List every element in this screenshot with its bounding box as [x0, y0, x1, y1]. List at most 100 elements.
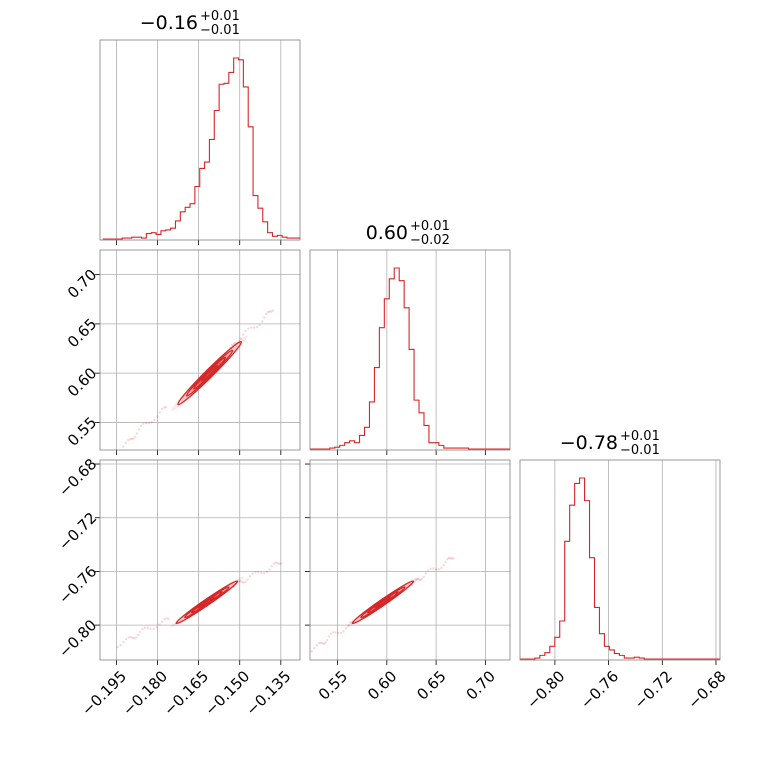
x-tick-label: −0.135	[242, 667, 294, 719]
sample-point	[414, 578, 417, 581]
contour-group	[119, 309, 275, 450]
sample-point	[434, 567, 438, 571]
sample-point	[232, 342, 236, 345]
contour-line	[175, 580, 239, 625]
sample-point	[254, 570, 257, 574]
sample-point	[270, 565, 274, 568]
x-tick-label: −0.80	[523, 667, 568, 712]
sample-point	[163, 406, 166, 409]
histogram-0	[102, 57, 301, 240]
sample-point	[272, 562, 276, 565]
panel-border	[99, 459, 301, 661]
sample-point	[349, 621, 352, 624]
panel-2-1	[305, 459, 511, 665]
sample-point	[339, 631, 343, 635]
sample-point	[239, 337, 243, 340]
sample-point	[325, 638, 329, 642]
y-tick-label: −0.72	[55, 509, 100, 554]
title-2: −0.78 +0.01−0.01	[560, 429, 660, 458]
x-tick-label: −0.76	[577, 667, 622, 712]
x-tick-label: 0.70	[463, 667, 499, 703]
panel-background	[100, 40, 300, 240]
contour-line	[185, 349, 234, 397]
sample-point	[420, 577, 424, 581]
panel-background	[100, 460, 300, 660]
sample-point	[449, 556, 452, 560]
sample-point	[129, 635, 133, 639]
sample-point	[442, 564, 445, 567]
sample-point	[429, 567, 432, 570]
y-tick-label: −0.76	[55, 562, 100, 607]
title-plus: +0.01	[410, 219, 450, 234]
density-band	[198, 362, 221, 385]
sample-point	[130, 437, 134, 441]
sample-point	[122, 640, 125, 644]
panel-border	[519, 459, 721, 661]
sample-point	[426, 569, 430, 572]
sample-point	[447, 556, 451, 560]
sample-point	[419, 578, 422, 582]
sample-point	[437, 568, 441, 571]
sample-point	[143, 626, 147, 630]
sample-point	[444, 560, 447, 564]
panel-border	[309, 249, 511, 451]
sample-point	[135, 636, 138, 639]
sample-point	[129, 437, 132, 441]
sample-point	[336, 631, 340, 635]
sample-point	[263, 572, 266, 575]
sample-point	[452, 557, 455, 560]
sample-point	[324, 641, 327, 644]
sample-point	[263, 316, 266, 319]
sample-point	[146, 626, 149, 630]
contour-line	[200, 364, 219, 382]
contour-line	[183, 586, 230, 619]
sample-point	[446, 557, 449, 561]
panel-2-2	[519, 459, 721, 665]
sample-point	[247, 327, 250, 330]
title-plus: +0.01	[200, 9, 240, 24]
x-tick-label: −0.150	[201, 667, 253, 719]
histogram-1	[310, 267, 510, 450]
sample-point	[344, 627, 348, 630]
sample-point	[242, 581, 245, 584]
x-tick-label: −0.72	[631, 667, 676, 712]
sample-point	[450, 557, 454, 560]
sample-point	[424, 572, 428, 575]
sample-point	[142, 422, 145, 425]
contour-group	[116, 561, 283, 649]
sample-point	[139, 424, 143, 428]
density-band	[196, 594, 218, 610]
density-band	[372, 594, 394, 610]
panel-2-0	[95, 459, 301, 665]
sample-point	[160, 620, 164, 623]
y-tick-label: 0.65	[64, 315, 100, 351]
panel-background	[310, 460, 510, 660]
sample-point	[315, 643, 319, 647]
sample-point	[244, 580, 247, 584]
sample-point	[164, 405, 168, 409]
contour-line	[360, 586, 406, 619]
panel-border	[99, 39, 301, 241]
sample-point	[165, 617, 168, 620]
sample-point	[122, 445, 125, 448]
title-plus: +0.01	[620, 429, 660, 444]
sample-point	[135, 432, 139, 435]
y-tick-label: 0.55	[64, 413, 100, 449]
panel-1-0	[95, 249, 301, 455]
title-minus: −0.01	[620, 443, 660, 458]
sample-point	[250, 326, 253, 329]
sample-point	[119, 643, 122, 647]
sample-point	[126, 438, 130, 442]
sample-point	[260, 571, 263, 575]
sample-point	[440, 566, 443, 570]
sample-point	[144, 421, 148, 425]
sample-point	[269, 310, 273, 313]
sample-point	[331, 631, 335, 634]
y-tick-label: −0.80	[55, 616, 100, 661]
panel-background	[100, 250, 300, 450]
sample-point	[276, 561, 279, 565]
title-minus: −0.02	[410, 233, 450, 248]
sample-point	[260, 320, 264, 323]
sample-point	[240, 580, 243, 584]
sample-point	[257, 570, 260, 574]
